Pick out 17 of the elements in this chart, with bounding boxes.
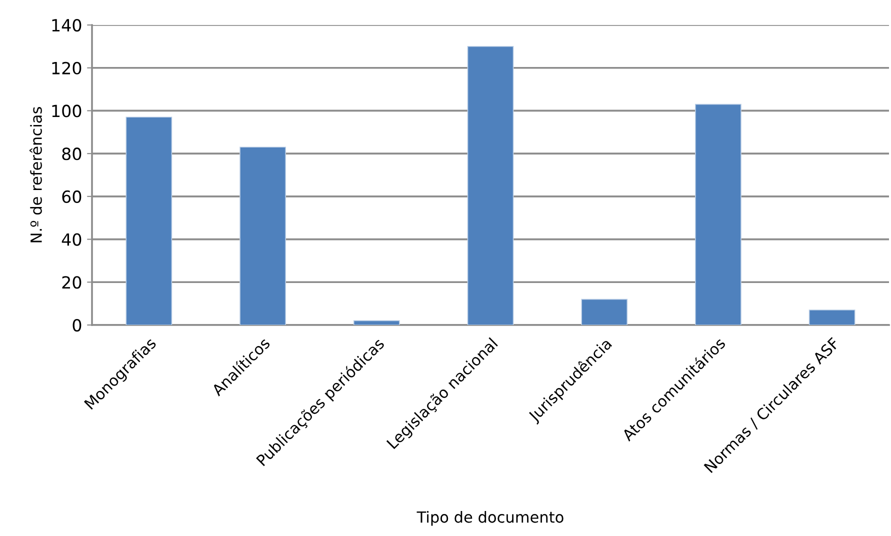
y-tick-label: 40 bbox=[62, 233, 82, 246]
bar bbox=[695, 104, 742, 325]
y-tick-label: 0 bbox=[72, 318, 82, 332]
bar bbox=[353, 320, 400, 325]
x-axis-title: Tipo de documento bbox=[416, 511, 564, 526]
y-tick-label: 140 bbox=[52, 18, 82, 32]
y-tick-label: 20 bbox=[62, 276, 82, 289]
y-tick-label: 80 bbox=[62, 148, 82, 160]
y-tick-label: 100 bbox=[52, 104, 82, 118]
bar bbox=[467, 46, 514, 325]
y-tick-label: 120 bbox=[52, 62, 82, 74]
bar bbox=[126, 116, 172, 325]
y-axis-title: N.º de referências bbox=[30, 107, 42, 242]
bar bbox=[240, 146, 286, 325]
bar bbox=[808, 310, 856, 325]
bar bbox=[581, 298, 628, 325]
y-tick-label: 60 bbox=[62, 190, 82, 203]
